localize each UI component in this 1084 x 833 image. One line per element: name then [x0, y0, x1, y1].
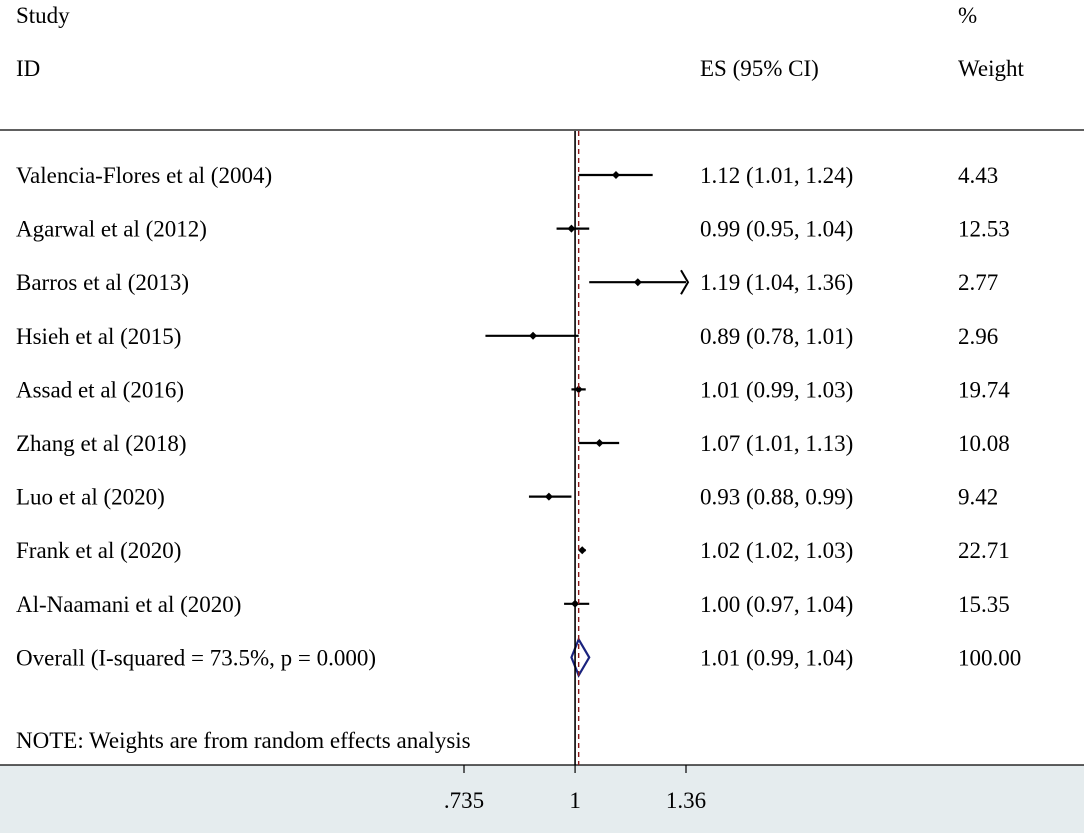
study-row: Agarwal et al (2012) 0.99 (0.95, 1.04) 12.…: [16, 217, 1010, 242]
study-label: Al-Naamani et al (2020): [16, 592, 241, 617]
study-label: Barros et al (2013): [16, 270, 189, 295]
study-weight-text: 22.71: [958, 538, 1010, 563]
study-row: Luo et al (2020) 0.93 (0.88, 0.99) 9.42: [16, 485, 998, 510]
study-row: Al-Naamani et al (2020) 1.00 (0.97, 1.04)…: [16, 592, 1010, 617]
overall-label: Overall (I-squared = 73.5%, p = 0.000): [16, 645, 376, 670]
study-row: Frank et al (2020) 1.02 (1.02, 1.03) 22.71: [16, 538, 1010, 563]
note-text: NOTE: Weights are from random effects an…: [16, 728, 471, 753]
study-es-text: 0.93 (0.88, 0.99): [700, 485, 853, 510]
point-estimate-marker: [529, 331, 538, 340]
study-row: Barros et al (2013) 1.19 (1.04, 1.36) 2.77: [16, 269, 998, 295]
study-weight-text: 12.53: [958, 217, 1010, 242]
point-estimate-marker: [574, 385, 583, 394]
study-label: Frank et al (2020): [16, 538, 181, 563]
x-tick-label: 1: [569, 788, 581, 813]
overall-row: Overall (I-squared = 73.5%, p = 0.000) 1.…: [16, 636, 1021, 678]
study-weight-text: 2.96: [958, 324, 998, 349]
header-weight: Weight: [958, 56, 1024, 81]
study-es-text: 1.00 (0.97, 1.04): [700, 592, 853, 617]
study-weight-text: 19.74: [958, 377, 1010, 402]
x-tick-label: 1.36: [666, 788, 706, 813]
study-es-text: 1.02 (1.02, 1.03): [700, 538, 853, 563]
study-weight-text: 9.42: [958, 485, 998, 510]
point-estimate-marker: [633, 278, 642, 287]
overall-es-text: 1.01 (0.99, 1.04): [700, 645, 853, 670]
point-estimate-marker: [611, 171, 620, 179]
overall-weight-text: 100.00: [958, 645, 1021, 670]
study-label: Zhang et al (2018): [16, 431, 187, 456]
study-es-text: 0.89 (0.78, 1.01): [700, 324, 853, 349]
study-weight-text: 15.35: [958, 592, 1010, 617]
study-weight-text: 4.43: [958, 163, 998, 188]
header-es: ES (95% CI): [700, 56, 819, 81]
study-row: Hsieh et al (2015) 0.89 (0.78, 1.01) 2.96: [16, 324, 998, 349]
study-label: Luo et al (2020): [16, 485, 165, 510]
point-estimate-marker: [544, 492, 553, 501]
x-axis-ticks: .735 1 1.36: [444, 765, 706, 813]
overall-diamond: [570, 636, 591, 678]
study-label: Agarwal et al (2012): [16, 217, 207, 242]
x-tick-label: .735: [444, 788, 484, 813]
study-es-text: 1.01 (0.99, 1.03): [700, 377, 853, 402]
study-row: Assad et al (2016) 1.01 (0.99, 1.03) 19.74: [16, 377, 1010, 402]
point-estimate-marker: [578, 546, 587, 555]
study-label: Hsieh et al (2015): [16, 324, 181, 349]
ci-arrow: [680, 269, 690, 295]
study-weight-text: 2.77: [958, 270, 998, 295]
study-label: Valencia-Flores et al (2004): [16, 163, 272, 188]
point-estimate-marker: [595, 439, 604, 447]
header-id: ID: [16, 56, 40, 81]
study-es-text: 0.99 (0.95, 1.04): [700, 217, 853, 242]
study-label: Assad et al (2016): [16, 377, 184, 402]
study-es-text: 1.07 (1.01, 1.13): [700, 431, 853, 456]
point-estimate-marker: [567, 224, 576, 233]
study-weight-text: 10.08: [958, 431, 1010, 456]
study-row: Valencia-Flores et al (2004) 1.12 (1.01, …: [16, 163, 998, 188]
axis-band: [0, 765, 1084, 833]
study-row: Zhang et al (2018) 1.07 (1.01, 1.13) 10.08: [16, 431, 1010, 456]
study-rows: Valencia-Flores et al (2004) 1.12 (1.01, …: [16, 163, 1021, 678]
header-study: Study: [16, 3, 70, 28]
study-es-text: 1.12 (1.01, 1.24): [700, 163, 853, 188]
header-percent: %: [958, 3, 977, 28]
study-es-text: 1.19 (1.04, 1.36): [700, 270, 853, 295]
